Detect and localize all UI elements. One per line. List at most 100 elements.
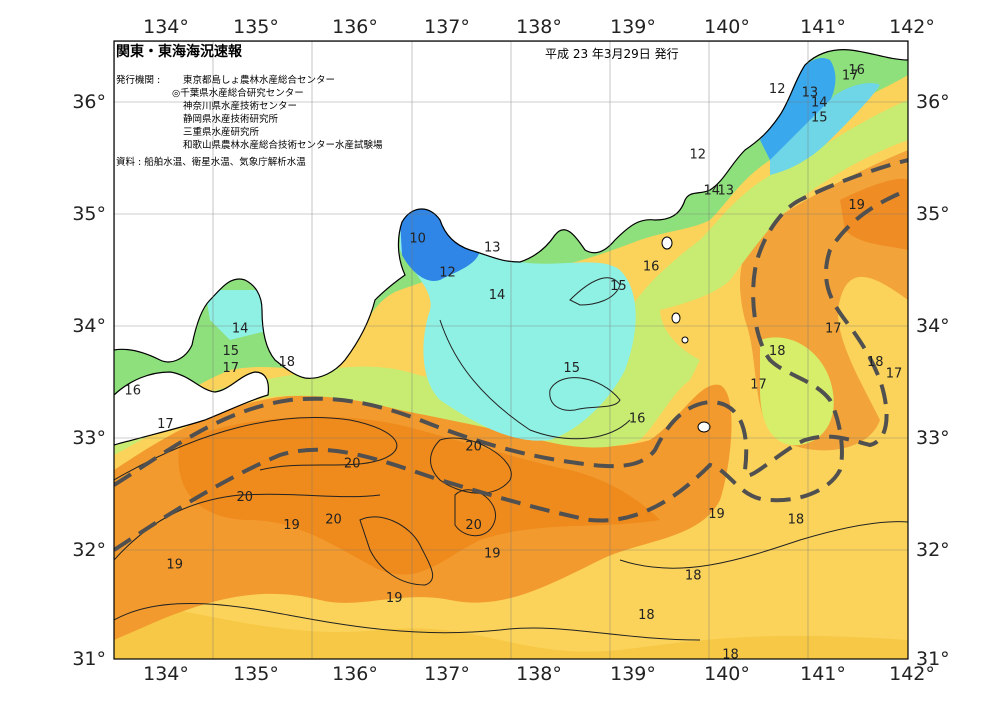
lon-label-bottom: 141° [800, 663, 846, 685]
isotherm-label: 19 [708, 507, 725, 522]
lon-label-top: 136° [332, 16, 378, 38]
isotherm-label: 16 [848, 63, 865, 78]
isotherm-label: 20 [465, 518, 482, 533]
land-shikoku [114, 371, 270, 446]
isotherm-label: 17 [886, 367, 903, 382]
isotherm-label: 20 [237, 490, 254, 505]
isotherm-label: 14 [704, 183, 721, 198]
longitude-labels-top: 134° 135° 136° 137° 138° 139° 140° 141° … [143, 16, 935, 38]
isotherm-label: 17 [750, 378, 767, 393]
lat-label-right: 36° [916, 91, 950, 113]
lat-label-left: 34° [72, 315, 106, 337]
isotherm-label: 18 [867, 355, 884, 370]
isotherm-label: 17 [157, 417, 174, 432]
lon-label-top: 139° [610, 16, 656, 38]
isotherm-label: 14 [232, 322, 249, 337]
lon-label-bottom: 137° [424, 663, 470, 685]
isotherm-label: 17 [825, 322, 842, 337]
legend-header: 関東・東海海況速報 平成 23 年3月29日 発行 発行機関 : 東京都島しょ農… [116, 43, 679, 168]
island-niijima [671, 312, 681, 324]
isotherm-label: 15 [563, 361, 580, 376]
latitude-labels-left: 36° 35° 34° 33° 32° 31° [72, 91, 106, 670]
isotherm-label: 17 [223, 361, 240, 376]
lat-label-left: 36° [72, 91, 106, 113]
publisher-4: 静岡県水産技術研究所 [183, 113, 279, 125]
isotherm-label: 20 [325, 513, 342, 528]
isotherm-label: 17 [842, 69, 859, 84]
warm-core-deep [178, 416, 660, 575]
isotherm-label: 15 [610, 279, 627, 294]
lon-label-bottom: 142° [889, 663, 935, 685]
lat-label-right: 34° [916, 315, 950, 337]
data-sources: 資料 : 船舶水温、衛星水温、気象庁解析水温 [116, 156, 306, 168]
lon-label-top: 141° [800, 16, 846, 38]
lon-label-top: 135° [233, 16, 279, 38]
isotherm-label: 20 [465, 440, 482, 455]
isotherm-label: 19 [484, 546, 501, 561]
isotherm-label: 18 [685, 569, 702, 584]
isotherm-label: 15 [811, 110, 828, 125]
lon-label-top: 137° [424, 16, 470, 38]
cool-cyan-water [400, 230, 636, 441]
isotherm-label: 13 [484, 241, 501, 256]
isotherm-label: 16 [643, 260, 660, 275]
isotherm-label: 18 [638, 608, 655, 623]
isotherm-label: 20 [344, 456, 361, 471]
issue-date: 平成 23 年3月29日 発行 [545, 47, 679, 61]
lat-label-left: 33° [72, 427, 106, 449]
lon-label-bottom: 139° [610, 663, 656, 685]
lon-label-top: 140° [704, 16, 750, 38]
island-hachijo [697, 421, 711, 433]
lat-label-left: 32° [72, 539, 106, 561]
sea-band-yellow [114, 600, 908, 659]
lat-label-right: 32° [916, 539, 950, 561]
isotherm-label: 13 [718, 183, 735, 198]
cold-ise-bay [400, 205, 480, 281]
publisher-3: 神奈川県水産技術センター [183, 100, 297, 112]
graticule [114, 41, 908, 659]
isotherm-label: 10 [409, 232, 426, 247]
lon-label-bottom: 136° [332, 663, 378, 685]
map-title: 関東・東海海況速報 [116, 43, 243, 60]
isotherm-label: 14 [489, 288, 506, 303]
lon-label-top: 134° [143, 16, 189, 38]
lat-label-right: 33° [916, 427, 950, 449]
isotherm-label: 18 [722, 647, 739, 662]
publisher-1: 東京都島しょ農林水産総合センター [183, 74, 335, 86]
lat-label-right: 31° [916, 648, 950, 670]
longitude-labels-bottom: 134° 135° 136° 137° 138° 139° 140° 141° … [143, 663, 935, 685]
isotherm-label: 18 [788, 513, 805, 528]
isotherm-label: 13 [802, 86, 819, 101]
isotherm-label: 18 [279, 355, 296, 370]
isotherm-label: 14 [811, 96, 828, 111]
isotherm-label: 19 [848, 198, 865, 213]
publisher-5: 三重県水産研究所 [183, 126, 260, 138]
isotherm-label: 16 [629, 411, 646, 426]
isotherm-label: 12 [439, 265, 456, 280]
island-oshima [661, 236, 673, 250]
cool-kanto-band [770, 83, 880, 175]
isotherm-label: 15 [223, 344, 240, 359]
publisher-6: 和歌山県農林水産総合技術センター水産試験場 [183, 139, 383, 151]
isotherm-label: 12 [690, 147, 707, 162]
publisher-label: 発行機関 : [116, 74, 160, 86]
isotherm-label: 19 [166, 558, 183, 573]
lon-label-bottom: 135° [233, 663, 279, 685]
kuroshio-axis [114, 158, 908, 552]
lon-label-bottom: 140° [704, 663, 750, 685]
island-miyake [681, 336, 689, 344]
cool-cyan-tosa [205, 290, 270, 340]
isotherm-label: 19 [386, 591, 403, 606]
latitude-labels-right: 36° 35° 34° 33° 32° 31° [916, 91, 950, 670]
lat-label-left: 31° [72, 648, 106, 670]
lon-label-bottom: 134° [143, 663, 189, 685]
isotherm-label: 16 [124, 383, 141, 398]
publisher-2: ◎千葉県水産総合研究センター [172, 87, 304, 99]
isotherm-label: 18 [769, 344, 786, 359]
isotherm-label: 19 [283, 518, 300, 533]
cold-kanto-coast [760, 58, 836, 160]
lon-label-top: 142° [889, 16, 935, 38]
lon-label-bottom: 138° [516, 663, 562, 685]
